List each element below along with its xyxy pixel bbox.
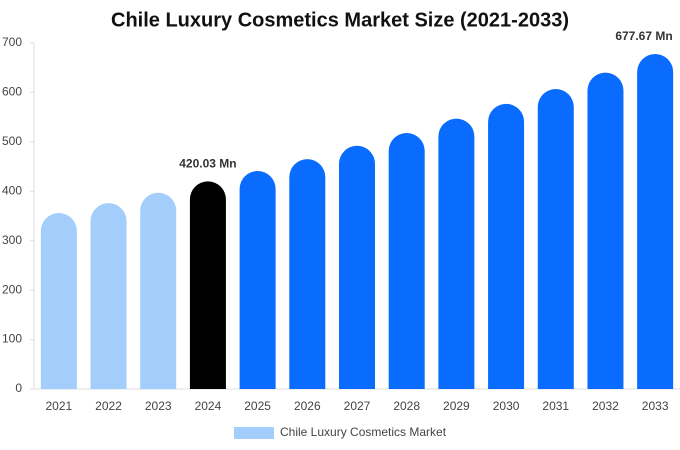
x-tick-label: 2033 [642,399,669,413]
y-tick-label: 200 [2,282,22,296]
x-tick-label: 2022 [95,399,122,413]
x-tick-label: 2021 [45,399,72,413]
y-tick-label: 700 [2,35,22,49]
y-tick-label: 400 [2,183,22,197]
bar [90,203,127,389]
x-tick-label: 2024 [195,399,222,413]
x-tick-label: 2026 [294,399,321,413]
bar [289,159,326,389]
x-tick-label: 2027 [344,399,371,413]
chart-title: Chile Luxury Cosmetics Market Size (2021… [111,9,569,31]
bar [537,88,574,390]
bar [488,103,525,389]
y-tick-label: 100 [2,332,22,346]
y-tick-label: 500 [2,134,22,148]
x-tick-label: 2028 [393,399,420,413]
bar [40,213,77,389]
bar [637,54,674,390]
y-tick-label: 600 [2,85,22,99]
legend-swatch [234,427,274,439]
bar [189,181,226,389]
bar [239,171,276,389]
y-tick-label: 300 [2,233,22,247]
bar [587,72,624,390]
x-tick-label: 2032 [592,399,619,413]
x-tick-label: 2029 [443,399,470,413]
value-label: 677.67 Mn [615,29,672,43]
bar [140,192,177,389]
x-tick-label: 2023 [145,399,172,413]
bar [388,132,425,389]
legend-label: Chile Luxury Cosmetics Market [280,425,447,439]
x-tick-label: 2025 [244,399,271,413]
bar [438,118,475,389]
x-tick-label: 2030 [493,399,520,413]
value-label: 420.03 Mn [179,157,236,171]
x-tick-label: 2031 [542,399,569,413]
y-tick-label: 0 [15,381,22,395]
bar [339,145,375,389]
